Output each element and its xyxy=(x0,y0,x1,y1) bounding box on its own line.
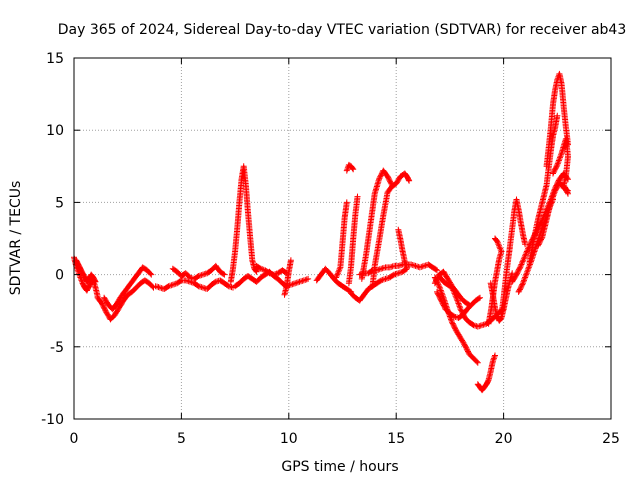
data-segment xyxy=(73,257,99,285)
data-segment xyxy=(253,262,290,278)
plus-markers xyxy=(543,70,571,170)
y-tick-label: 15 xyxy=(46,51,64,67)
data-segment xyxy=(498,196,529,318)
y-tick-label: 10 xyxy=(46,123,64,139)
data-segment xyxy=(395,226,410,271)
data-segment xyxy=(333,199,350,281)
y-tick-label: 0 xyxy=(55,268,64,284)
data-segment xyxy=(358,167,395,282)
data-segment xyxy=(152,277,236,292)
plus-markers xyxy=(101,264,155,313)
plus-markers xyxy=(333,199,350,281)
x-axis-label: GPS time / hours xyxy=(281,459,398,475)
plus-markers xyxy=(253,262,290,278)
axis-ticks: 0 5 10 15 20 25 -10 -5 0 5 10 15 xyxy=(41,51,620,447)
x-tick-label: 0 xyxy=(70,431,79,447)
plus-markers xyxy=(281,257,294,298)
data-segment xyxy=(101,264,155,313)
data-segment xyxy=(345,193,361,287)
data-segment xyxy=(94,277,157,323)
x-tick-label: 10 xyxy=(280,431,298,447)
data-segment xyxy=(431,268,473,308)
y-tick-label: 5 xyxy=(55,195,64,211)
x-tick-label: 25 xyxy=(602,431,620,447)
x-tick-label: 20 xyxy=(495,431,513,447)
series-sdtvar xyxy=(71,70,571,394)
plus-markers xyxy=(358,167,395,282)
plus-markers xyxy=(73,257,99,285)
x-tick-label: 5 xyxy=(177,431,186,447)
plus-markers xyxy=(345,193,361,287)
plot-frame xyxy=(73,57,612,420)
y-tick-label: -10 xyxy=(41,412,64,428)
data-segment xyxy=(169,262,228,282)
plus-markers xyxy=(498,196,529,318)
plus-markers xyxy=(431,268,473,308)
plus-markers xyxy=(169,262,228,282)
data-segment xyxy=(543,70,571,170)
x-tick-label: 15 xyxy=(387,431,405,447)
chart-title: Day 365 of 2024, Sidereal Day-to-day VTE… xyxy=(58,22,627,38)
plus-markers xyxy=(343,161,357,174)
plus-markers xyxy=(152,277,236,292)
y-tick-label: -5 xyxy=(50,340,64,356)
plus-markers xyxy=(227,163,260,285)
data-segment xyxy=(281,257,294,298)
gridlines xyxy=(74,58,611,419)
data-segment xyxy=(313,265,355,295)
data-points xyxy=(71,70,571,394)
plus-markers xyxy=(535,179,571,249)
data-segment xyxy=(227,163,260,285)
data-segment xyxy=(535,179,571,249)
plus-markers xyxy=(474,352,498,394)
plus-markers xyxy=(395,226,410,271)
data-segment xyxy=(343,161,357,174)
plus-markers xyxy=(94,277,157,323)
y-axis-label: SDTVAR / TECUs xyxy=(8,181,24,296)
plus-markers xyxy=(313,265,355,295)
data-segment xyxy=(474,352,498,394)
